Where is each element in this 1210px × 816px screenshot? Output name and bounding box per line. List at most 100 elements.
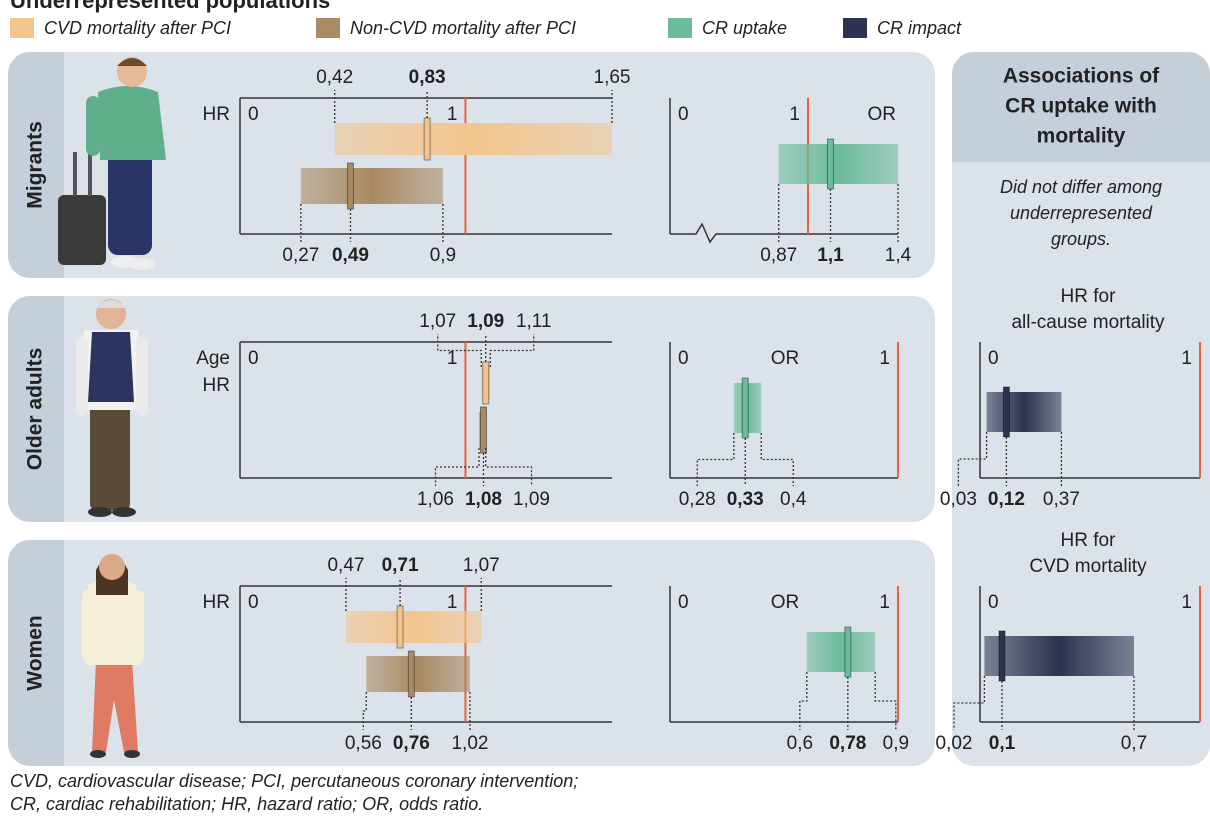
interval-bar: [301, 168, 443, 204]
tick-label: 0: [988, 348, 999, 369]
ci-label: 0,28: [679, 489, 716, 510]
interval-bar: [779, 144, 898, 184]
interval-bar: [984, 636, 1134, 676]
legend-swatch: [10, 18, 34, 38]
estimate-label: 0,49: [332, 245, 369, 266]
plot-title: CVD mortality: [1029, 556, 1147, 577]
estimate-marker: [397, 606, 403, 648]
axis-label: HR: [203, 592, 230, 613]
tick-label: 1: [447, 348, 458, 369]
tick-label: 0: [678, 592, 689, 613]
ci-label: 0,7: [1121, 733, 1147, 754]
ci-label: 0,03: [940, 489, 977, 510]
side-note: Did not differ among: [1000, 177, 1162, 197]
axis-label: OR: [771, 348, 800, 369]
estimate-marker: [999, 631, 1005, 681]
plot-title: HR for: [1061, 530, 1117, 551]
ci-label: 0,37: [1043, 489, 1080, 510]
interval-bar: [335, 123, 612, 155]
legend-swatch: [668, 18, 692, 38]
footnote: CVD, cardiovascular disease; PCI, percut…: [10, 771, 578, 791]
tick-label: 1: [879, 592, 890, 613]
footnote: CR, cardiac rehabilitation; HR, hazard r…: [10, 794, 483, 814]
panel-label: Migrants: [24, 121, 47, 209]
estimate-marker: [347, 163, 353, 209]
ci-label: 0,4: [780, 489, 807, 510]
tick-label: 1: [1181, 348, 1192, 369]
tick-label: 0: [248, 348, 259, 369]
tick-label: 0: [678, 104, 689, 125]
legend-swatch: [316, 18, 340, 38]
tick-label: 0: [248, 592, 259, 613]
estimate-label: 1,08: [465, 489, 502, 510]
ci-label: 1,07: [419, 311, 456, 332]
interval-bar: [366, 656, 470, 692]
axis-label: OR: [868, 104, 897, 125]
tick-label: 0: [248, 104, 259, 125]
estimate-label: 1,1: [817, 245, 844, 266]
estimate-label: 0,83: [409, 67, 446, 88]
legend-label: CVD mortality after PCI: [44, 18, 231, 38]
legend-label: CR uptake: [702, 18, 787, 38]
tick-label: 1: [879, 348, 890, 369]
estimate-label: 0,12: [988, 489, 1025, 510]
estimate-marker: [424, 118, 430, 160]
estimate-marker: [845, 627, 851, 677]
side-title: mortality: [1037, 125, 1126, 148]
side-note: underrepresented: [1010, 203, 1153, 223]
estimate-label: 0,76: [393, 733, 430, 754]
plot-title: HR for: [1061, 286, 1117, 307]
side-title: Associations of: [1003, 65, 1160, 88]
interval-bar: [807, 632, 875, 672]
plot-title: all-cause mortality: [1011, 312, 1165, 333]
axis-label: HR: [203, 104, 230, 125]
axis-label: Age: [196, 348, 230, 369]
ci-label: 1,07: [463, 555, 500, 576]
tick-label: 1: [447, 104, 458, 125]
legend-label: Non-CVD mortality after PCI: [350, 18, 576, 38]
estimate-label: 0,33: [727, 489, 764, 510]
estimate-label: 0,71: [382, 555, 419, 576]
estimate-label: 0,1: [989, 733, 1016, 754]
ci-label: 0,6: [787, 733, 813, 754]
estimate-marker: [408, 651, 414, 697]
tick-label: 1: [789, 104, 800, 125]
ci-label: 0,02: [936, 733, 973, 754]
ci-label: 1,06: [417, 489, 454, 510]
ci-label: 0,9: [430, 245, 456, 266]
legend-swatch: [843, 18, 867, 38]
page-title: Underrepresented populations: [10, 0, 330, 13]
ci-label: 0,42: [316, 67, 353, 88]
estimate-marker: [1003, 387, 1009, 437]
panel-label: Women: [24, 615, 47, 690]
axis-label: OR: [771, 592, 800, 613]
ci-label: 1,11: [516, 311, 552, 332]
interval-bar: [987, 392, 1062, 432]
tick-label: 1: [447, 592, 458, 613]
ci-label: 0,27: [282, 245, 319, 266]
panel-label: Older adults: [24, 348, 47, 471]
ci-label: 0,87: [760, 245, 797, 266]
ci-label: 0,9: [883, 733, 909, 754]
tick-label: 0: [678, 348, 689, 369]
side-note: groups.: [1051, 229, 1111, 249]
ci-label: 1,02: [451, 733, 488, 754]
side-title: CR uptake with: [1005, 95, 1157, 118]
estimate-marker: [480, 407, 486, 453]
estimate-marker: [742, 378, 748, 438]
tick-label: 0: [988, 592, 999, 613]
interval-bar: [346, 611, 481, 643]
legend-label: CR impact: [877, 18, 962, 38]
ci-label: 1,65: [594, 67, 631, 88]
graphical-abstract: Underrepresented populations CVD mortali…: [0, 0, 1210, 816]
estimate-marker: [828, 139, 834, 189]
ci-label: 0,56: [345, 733, 382, 754]
tick-label: 1: [1181, 592, 1192, 613]
estimate-label: 1,09: [467, 311, 504, 332]
estimate-marker: [483, 362, 489, 404]
ci-label: 0,47: [327, 555, 364, 576]
estimate-label: 0,78: [829, 733, 866, 754]
ci-label: 1,09: [513, 489, 550, 510]
axis-label: HR: [203, 375, 230, 396]
ci-label: 1,4: [885, 245, 912, 266]
